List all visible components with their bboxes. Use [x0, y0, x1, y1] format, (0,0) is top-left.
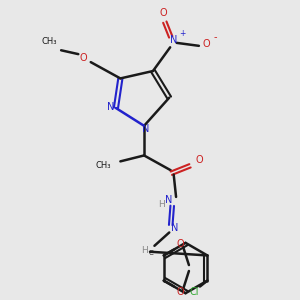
Text: Cl: Cl — [189, 287, 199, 298]
Text: C: C — [149, 250, 154, 256]
Text: N: N — [142, 124, 149, 134]
Text: O: O — [176, 287, 184, 298]
Text: O: O — [202, 39, 210, 49]
Text: N: N — [171, 223, 178, 233]
Text: +: + — [179, 28, 185, 38]
Text: CH₃: CH₃ — [41, 37, 57, 46]
Text: N: N — [165, 195, 172, 205]
Text: O: O — [80, 53, 87, 63]
Text: CH₃: CH₃ — [96, 161, 112, 170]
Text: N: N — [107, 102, 114, 112]
Text: -: - — [213, 32, 217, 42]
Text: O: O — [195, 155, 203, 165]
Text: O: O — [160, 8, 167, 18]
Text: H: H — [158, 200, 165, 209]
Text: H: H — [141, 246, 147, 255]
Text: O: O — [176, 238, 184, 249]
Text: N: N — [170, 35, 177, 45]
